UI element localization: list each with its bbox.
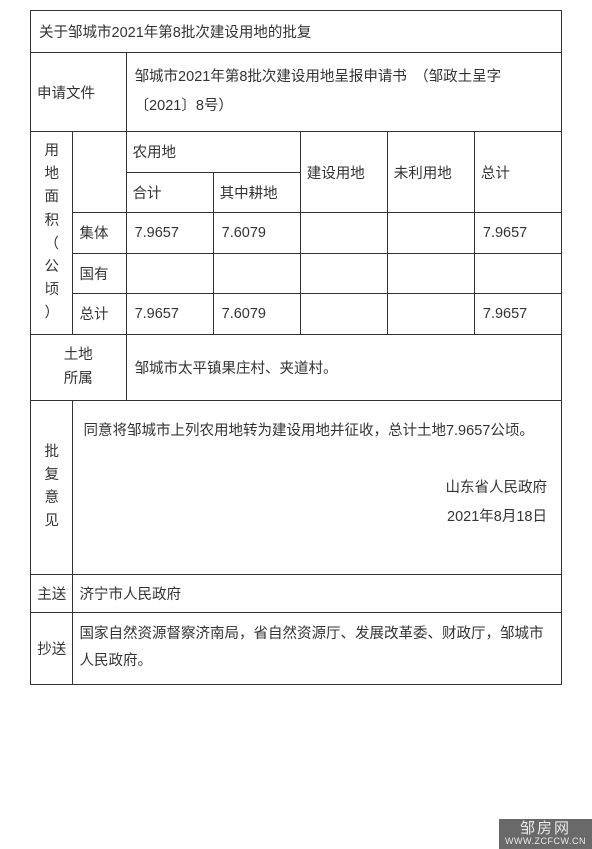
zhusong-text: 济宁市人民政府 [73,574,562,612]
approval-table: 关于邹城市2021年第8批次建设用地的批复 申请文件 邹城市2021年第8批次建… [30,10,562,685]
cell-guoyou-gengdi [213,253,300,294]
header-heji: 合计 [126,172,213,213]
header-nongyongdi: 农用地 [126,132,300,173]
row-zongji: 总计 7.9657 7.6079 7.9657 [31,294,562,335]
approval-signature: 山东省人民政府 [83,474,547,503]
header-jianshe: 建设用地 [300,132,387,213]
blank-header [73,132,126,213]
cell-jiti-jianshe [300,213,387,254]
land-location-label: 土地所属 [31,334,127,400]
cell-jiti-gengdi: 7.6079 [213,213,300,254]
cell-jiti-zongji: 7.9657 [474,213,561,254]
row-jiti: 集体 7.9657 7.6079 7.9657 [31,213,562,254]
document-table-container: 关于邹城市2021年第8批次建设用地的批复 申请文件 邹城市2021年第8批次建… [30,10,562,685]
chaosong-label: 抄送 [31,612,73,684]
cell-zongji-gengdi: 7.6079 [213,294,300,335]
approval-row: 批复意见 同意将邹城市上列农用地转为建设用地并征收，总计土地7.9657公顷。 … [31,400,562,574]
cell-guoyou-zongji [474,253,561,294]
application-file-label: 申请文件 [31,53,127,132]
header-row-1: 用地面积（公顷） 农用地 建设用地 未利用地 总计 [31,132,562,173]
cell-zongji-zongji: 7.9657 [474,294,561,335]
row-guoyou: 国有 [31,253,562,294]
cell-zongji-heji: 7.9657 [126,294,213,335]
approval-text: 同意将邹城市上列农用地转为建设用地并征收，总计土地7.9657公顷。 [83,417,551,446]
watermark: 邹房网 WWW.ZCFCW.CN [499,819,592,849]
cell-guoyou-heji [126,253,213,294]
header-zongji: 总计 [474,132,561,213]
approval-signature-block: 山东省人民政府 2021年8月18日 [83,474,551,532]
land-location-text: 邹城市太平镇果庄村、夹道村。 [126,334,561,400]
application-file-text: 邹城市2021年第8批次建设用地呈报申请书 （邹政土呈字〔2021〕8号） [126,53,561,132]
chaosong-row: 抄送 国家自然资源督察济南局，省自然资源厅、发展改革委、财政厅，邹城市人民政府。 [31,612,562,684]
document-title: 关于邹城市2021年第8批次建设用地的批复 [31,11,562,53]
cell-jiti-weili [387,213,474,254]
land-location-row: 土地所属 邹城市太平镇果庄村、夹道村。 [31,334,562,400]
cell-zongji-weili [387,294,474,335]
header-gengdi: 其中耕地 [213,172,300,213]
approval-content: 同意将邹城市上列农用地转为建设用地并征收，总计土地7.9657公顷。 山东省人民… [73,400,562,574]
row-zongji-label: 总计 [73,294,126,335]
row-guoyou-label: 国有 [73,253,126,294]
cell-zongji-jianshe [300,294,387,335]
chaosong-text: 国家自然资源督察济南局，省自然资源厅、发展改革委、财政厅，邹城市人民政府。 [73,612,562,684]
approval-date: 2021年8月18日 [83,503,547,532]
land-area-label: 用地面积（公顷） [31,132,73,335]
cell-guoyou-weili [387,253,474,294]
zhusong-row: 主送 济宁市人民政府 [31,574,562,612]
application-file-row: 申请文件 邹城市2021年第8批次建设用地呈报申请书 （邹政土呈字〔2021〕8… [31,53,562,132]
cell-jiti-heji: 7.9657 [126,213,213,254]
approval-label: 批复意见 [31,400,73,574]
header-weili: 未利用地 [387,132,474,213]
cell-guoyou-jianshe [300,253,387,294]
row-jiti-label: 集体 [73,213,126,254]
watermark-top: 邹房网 [505,821,586,838]
zhusong-label: 主送 [31,574,73,612]
title-row: 关于邹城市2021年第8批次建设用地的批复 [31,11,562,53]
